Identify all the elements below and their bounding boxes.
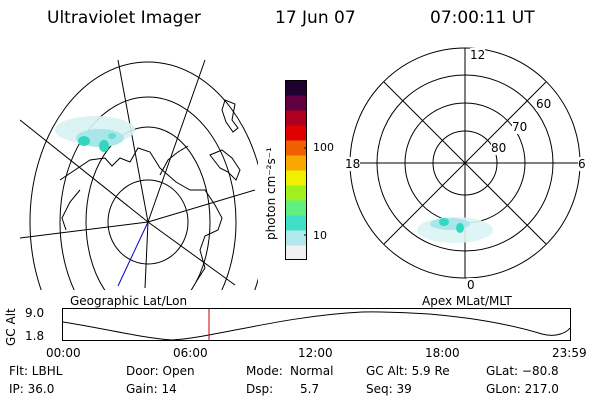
xtick-1: 06:00: [173, 346, 208, 360]
mlt-label-6: 6: [578, 157, 586, 171]
lon-line: [147, 189, 256, 223]
colorbar-band: [285, 200, 307, 216]
mlt-label-0: 0: [467, 278, 475, 292]
lon-line: [19, 221, 149, 239]
colorbar-band: [285, 95, 307, 111]
colorbar: [285, 80, 307, 260]
colorbar-band: [285, 230, 307, 246]
flt-info: Flt: LBHL: [9, 364, 63, 378]
door-info: Door: Open: [126, 364, 195, 378]
lat-circle: [107, 179, 189, 265]
mlat-label-70: 70: [512, 120, 528, 134]
app-title: Ultraviolet Imager: [47, 8, 201, 28]
dsp-label: Dsp:: [246, 382, 274, 396]
geographic-panel-label: Geographic Lat/Lon: [70, 294, 188, 308]
lat-circle: [59, 96, 237, 290]
colorbar-tick-10: 10: [313, 229, 327, 242]
altitude-ylabel: GC Alt: [4, 308, 18, 346]
colorbar-band: [285, 215, 307, 231]
mlat-label-60: 60: [536, 97, 552, 111]
lat-circle: [29, 61, 258, 290]
coastline: [61, 189, 81, 231]
xtick-2: 12:00: [298, 346, 333, 360]
lon-line: [147, 59, 206, 223]
colorbar-band: [285, 125, 307, 141]
coastline: [221, 99, 239, 133]
aurora-emission: [55, 116, 135, 152]
colorbar-band: [285, 170, 307, 186]
mlat-label-80: 80: [491, 141, 507, 155]
dsp-value: 5.7: [300, 382, 320, 396]
glat-info: GLat: −80.8: [486, 364, 559, 378]
altitude-curve: [62, 311, 571, 341]
magnetic-panel-label: Apex MLat/MLT: [422, 294, 512, 308]
mode-label: Mode:: [246, 364, 283, 378]
mlt-line: [383, 81, 547, 245]
coastline: [159, 145, 189, 176]
seq-info: Seq: 39: [366, 382, 412, 396]
geographic-map: [19, 59, 258, 290]
colorbar-band: [285, 155, 307, 171]
coastline: [209, 149, 241, 181]
altitude-ymax: 9.0: [25, 306, 45, 320]
coastline: [59, 147, 223, 283]
altitude-plot: [62, 308, 571, 341]
mlt-label-18: 18: [345, 157, 361, 171]
lon-line: [117, 59, 149, 223]
gain-info: Gain: 14: [126, 382, 177, 396]
mode-value: Normal: [290, 364, 334, 378]
lon-line: [144, 221, 149, 289]
lat-circle: [85, 126, 211, 290]
sun-direction-line: [117, 221, 149, 287]
mlt-label-12: 12: [470, 48, 486, 62]
aurora-emission: [417, 217, 493, 243]
gcalt-info: GC Alt: 5.9 Re: [366, 364, 450, 378]
lon-line: [147, 221, 236, 286]
xtick-3: 18:00: [425, 346, 460, 360]
colorbar-band: [285, 110, 307, 126]
time-label: 07:00:11 UT: [430, 8, 535, 28]
colorbar-band: [285, 245, 307, 260]
magnetic-polar-plot: [349, 47, 581, 279]
ip-info: IP: 36.0: [9, 382, 55, 396]
altitude-ymin: 1.8: [25, 329, 45, 343]
colorbar-band: [285, 140, 307, 156]
glon-info: GLon: 217.0: [486, 382, 559, 396]
colorbar-band: [285, 80, 307, 96]
xtick-0: 00:00: [46, 346, 81, 360]
colorbar-band: [285, 185, 307, 201]
date-label: 17 Jun 07: [275, 8, 356, 28]
xtick-4: 23:59: [552, 346, 587, 360]
colorbar-tick-100: 100: [313, 141, 334, 154]
colorbar-label: photon cm⁻²s⁻¹: [264, 147, 278, 240]
lon-line: [19, 119, 149, 223]
